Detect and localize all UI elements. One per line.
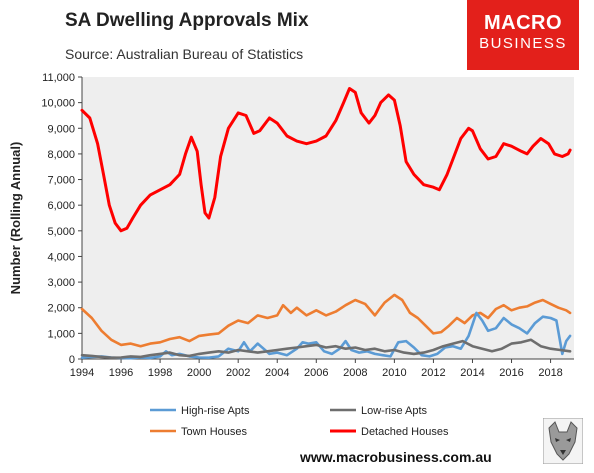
- wolf-mascot-icon: [543, 418, 583, 464]
- x-tick-label: 2010: [382, 367, 406, 379]
- legend-label-low-rise: Low-rise Apts: [361, 405, 428, 417]
- x-tick-label: 1998: [148, 367, 172, 379]
- y-tick-label: 11,000: [42, 72, 75, 84]
- x-tick-label: 2002: [226, 367, 250, 379]
- x-tick-label: 2012: [421, 367, 445, 379]
- y-tick-label: 10,000: [41, 98, 75, 110]
- x-tick-label: 2016: [499, 367, 523, 379]
- series-line-town-houses: [80, 293, 572, 348]
- y-tick-label: 6,000: [47, 200, 75, 212]
- x-tick-label: 2006: [304, 367, 328, 379]
- series-group: [80, 87, 572, 360]
- chart-subtitle: Source: Australian Bureau of Statistics: [65, 46, 304, 62]
- y-tick-label: 0: [69, 354, 75, 366]
- y-tick-label: 2,000: [47, 303, 75, 315]
- series-line-low-rise: [80, 338, 572, 359]
- y-tick-label: 8,000: [47, 149, 75, 161]
- legend-label-town-houses: Town Houses: [181, 426, 248, 438]
- y-axis-label: Number (Rolling Annual): [8, 142, 23, 295]
- footer-url: www.macrobusiness.com.au: [300, 449, 492, 465]
- x-tick-label: 1996: [109, 367, 133, 379]
- x-tick-label: 2004: [265, 367, 289, 379]
- chart-title: SA Dwelling Approvals Mix: [65, 10, 309, 31]
- legend: High-rise Apts Low-rise Apts Town Houses De…: [150, 405, 449, 438]
- y-tick-label: 3,000: [47, 277, 75, 289]
- macrobusiness-logo: MACRO BUSINESS: [467, 0, 579, 70]
- series-line-detached: [80, 87, 572, 233]
- x-tick-label: 2008: [343, 367, 367, 379]
- legend-label-detached: Detached Houses: [361, 426, 449, 438]
- y-tick-label: 1,000: [47, 328, 75, 340]
- legend-label-high-rise: High-rise Apts: [181, 405, 250, 417]
- x-tick-label: 2000: [187, 367, 211, 379]
- x-tick-label: 2014: [460, 367, 484, 379]
- x-tick-label: 1994: [70, 367, 94, 379]
- logo-line-2: BUSINESS: [479, 35, 567, 52]
- axes: 0 1,000 2,000 3,000 4,000 5,000 6,000 7,000 8,00…: [41, 72, 574, 379]
- y-tick-label: 9,000: [47, 123, 75, 135]
- y-tick-label: 7,000: [47, 175, 75, 187]
- plot-area: [82, 77, 574, 359]
- logo-line-1: MACRO: [483, 12, 563, 34]
- y-tick-label: 4,000: [47, 251, 75, 263]
- x-tick-label: 2018: [538, 367, 562, 379]
- y-tick-label: 5,000: [47, 226, 75, 238]
